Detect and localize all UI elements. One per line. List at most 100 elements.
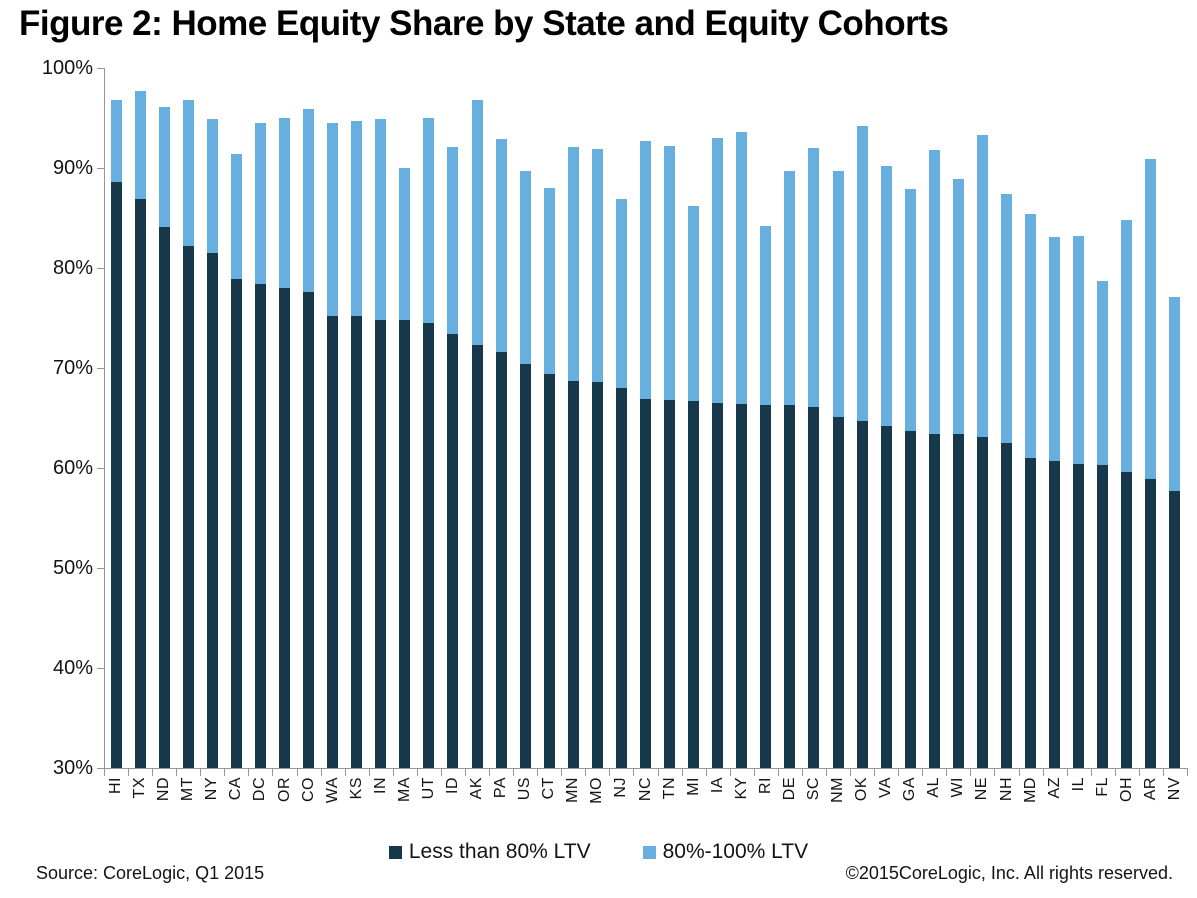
x-axis-tick: [200, 769, 201, 776]
x-tick-label-OK: OK: [853, 777, 870, 802]
bar-segment-80-100-ID: [447, 147, 458, 334]
bar-segment-lt80-AZ: [1049, 461, 1060, 768]
copyright-note: ©2015CoreLogic, Inc. All rights reserved…: [845, 863, 1173, 883]
bar-segment-lt80-KY: [736, 404, 747, 768]
bar-segment-80-100-AR: [1145, 159, 1156, 479]
x-tick-label-MI: MI: [685, 777, 702, 796]
bar-segment-lt80-DE: [784, 405, 795, 768]
x-tick-label-VA: VA: [877, 777, 894, 799]
bar-segment-80-100-AK: [472, 100, 483, 345]
bar-segment-80-100-ND: [159, 107, 170, 227]
x-tick-label-CO: CO: [300, 777, 317, 802]
bar-segment-80-100-AL: [929, 150, 940, 434]
x-axis-tick: [1163, 769, 1164, 776]
x-tick-label-IA: IA: [709, 777, 726, 794]
bar-segment-lt80-ND: [159, 227, 170, 768]
bar-segment-80-100-IN: [375, 119, 386, 320]
x-axis-tick: [345, 769, 346, 776]
bar-segment-lt80-WI: [953, 434, 964, 768]
y-tick-label: 100%: [41, 57, 93, 79]
x-tick-label-AL: AL: [925, 777, 942, 798]
x-tick-label-OR: OR: [276, 777, 293, 802]
x-axis-tick: [682, 769, 683, 776]
y-axis-tick: [97, 68, 104, 69]
bar-segment-80-100-PA: [496, 139, 507, 352]
x-axis-tick: [152, 769, 153, 776]
bar-segment-lt80-DC: [255, 284, 266, 768]
bar-segment-80-100-DC: [255, 123, 266, 284]
x-axis-tick: [1139, 769, 1140, 776]
bar-segment-lt80-AR: [1145, 479, 1156, 768]
y-axis-tick: [97, 568, 104, 569]
bar-segment-lt80-MT: [183, 246, 194, 768]
x-axis-tick: [754, 769, 755, 776]
bar-segment-lt80-UT: [423, 323, 434, 768]
bar-segment-lt80-IL: [1073, 464, 1084, 768]
bar-segment-lt80-CT: [544, 374, 555, 768]
bar-segment-lt80-NH: [1001, 443, 1012, 768]
x-axis-tick: [1091, 769, 1092, 776]
x-axis-tick: [224, 769, 225, 776]
x-axis-tick: [585, 769, 586, 776]
bar-segment-80-100-CO: [303, 109, 314, 292]
x-axis-tick: [850, 769, 851, 776]
x-axis-tick: [272, 769, 273, 776]
bar-segment-lt80-MD: [1025, 458, 1036, 768]
bar-segment-80-100-NE: [977, 135, 988, 437]
x-tick-label-US: US: [516, 777, 533, 801]
y-tick-label: 60%: [52, 457, 93, 479]
bar-segment-80-100-WA: [327, 123, 338, 316]
bar-segment-80-100-TN: [664, 146, 675, 400]
x-tick-label-KS: KS: [348, 777, 365, 800]
bar-segment-80-100-MO: [592, 149, 603, 382]
bar-segment-lt80-PA: [496, 352, 507, 768]
x-tick-label-KY: KY: [733, 777, 750, 800]
x-tick-label-MA: MA: [396, 777, 413, 802]
bar-segment-80-100-FL: [1097, 281, 1108, 465]
legend-swatch-80-100-icon: [642, 845, 656, 859]
bar-segment-lt80-FL: [1097, 465, 1108, 768]
x-axis-tick: [802, 769, 803, 776]
bar-segment-lt80-AL: [929, 434, 940, 768]
x-tick-label-MD: MD: [1022, 777, 1039, 803]
x-axis-tick: [898, 769, 899, 776]
legend-label-lt80: Less than 80% LTV: [408, 840, 591, 863]
bar-segment-80-100-NH: [1001, 194, 1012, 443]
bar-segment-lt80-NM: [833, 417, 844, 768]
x-tick-label-CA: CA: [227, 777, 244, 801]
x-axis-tick: [658, 769, 659, 776]
x-axis-tick: [1115, 769, 1116, 776]
x-axis-tick: [537, 769, 538, 776]
x-tick-label-MO: MO: [588, 777, 605, 804]
bar-segment-80-100-NV: [1169, 297, 1180, 491]
y-axis-tick: [97, 368, 104, 369]
bar-segment-80-100-US: [520, 171, 531, 364]
bar-segment-80-100-KY: [736, 132, 747, 404]
bar-segment-80-100-NC: [640, 141, 651, 399]
bar-segment-80-100-MD: [1025, 214, 1036, 458]
y-axis-tick: [97, 268, 104, 269]
bar-segment-lt80-OR: [279, 288, 290, 768]
bar-segment-lt80-WA: [327, 316, 338, 768]
x-tick-label-NE: NE: [973, 777, 990, 801]
legend-label-80-100: 80%-100% LTV: [662, 840, 809, 863]
bar-segment-lt80-SC: [808, 407, 819, 768]
bar-segment-lt80-ID: [447, 334, 458, 768]
source-note: Source: CoreLogic, Q1 2015: [36, 863, 265, 883]
bar-segment-80-100-GA: [905, 189, 916, 431]
x-axis-tick: [706, 769, 707, 776]
x-tick-label-AR: AR: [1142, 777, 1159, 801]
bar-segment-lt80-MI: [688, 401, 699, 768]
y-axis-tick: [97, 768, 104, 769]
x-tick-label-OH: OH: [1118, 777, 1135, 802]
x-tick-label-ND: ND: [155, 777, 172, 802]
bar-segment-lt80-CA: [231, 279, 242, 768]
bar-segment-80-100-NY: [207, 119, 218, 253]
legend-item-80-100: 80%-100% LTV: [642, 840, 809, 864]
x-tick-label-RI: RI: [757, 777, 774, 794]
bar-segment-lt80-RI: [760, 405, 771, 768]
x-axis-tick: [248, 769, 249, 776]
bar-segment-lt80-AK: [472, 345, 483, 768]
y-tick-label: 80%: [52, 257, 93, 279]
bar-segment-80-100-DE: [784, 171, 795, 405]
